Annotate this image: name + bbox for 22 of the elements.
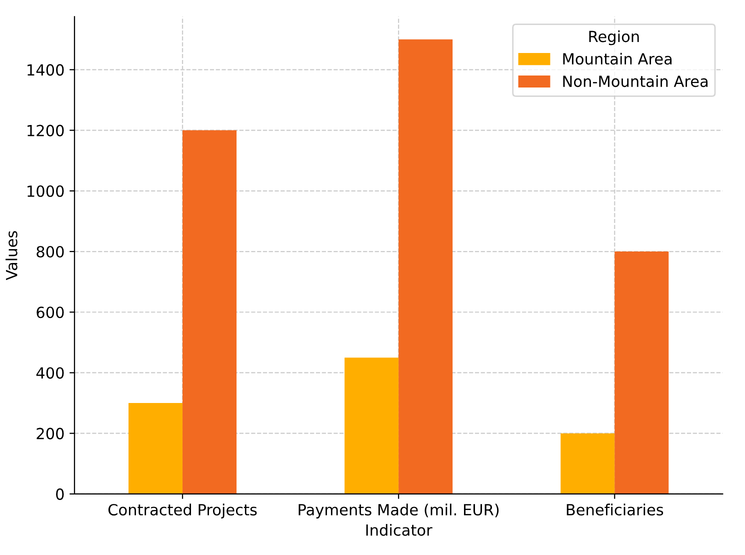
bar: [182, 130, 237, 494]
y-tick-label: 800: [36, 246, 64, 258]
bar: [128, 403, 183, 494]
x-tick-label: Contracted Projects: [108, 504, 257, 518]
y-tick-label: 0: [56, 488, 64, 500]
bar: [398, 39, 453, 494]
x-tick-label: Payments Made (mil. EUR): [298, 504, 499, 518]
legend-label: Mountain Area: [563, 52, 672, 65]
y-tick-label: 600: [36, 306, 64, 318]
y-tick-label: 400: [36, 367, 64, 379]
x-tick-label: Beneficiaries: [566, 504, 664, 516]
bar: [344, 358, 399, 494]
y-tick-label: 1200: [28, 124, 64, 136]
y-axis-title: Values: [6, 231, 18, 280]
legend-title: Region: [589, 30, 639, 46]
y-tick-label: 200: [36, 428, 64, 440]
y-tick-label: 1000: [28, 185, 64, 197]
x-axis-title: Indicator: [366, 524, 432, 536]
legend-label: Non-Mountain Area: [563, 75, 708, 88]
y-tick-label: 1400: [28, 64, 64, 76]
bar: [614, 252, 669, 494]
bar: [560, 433, 615, 494]
